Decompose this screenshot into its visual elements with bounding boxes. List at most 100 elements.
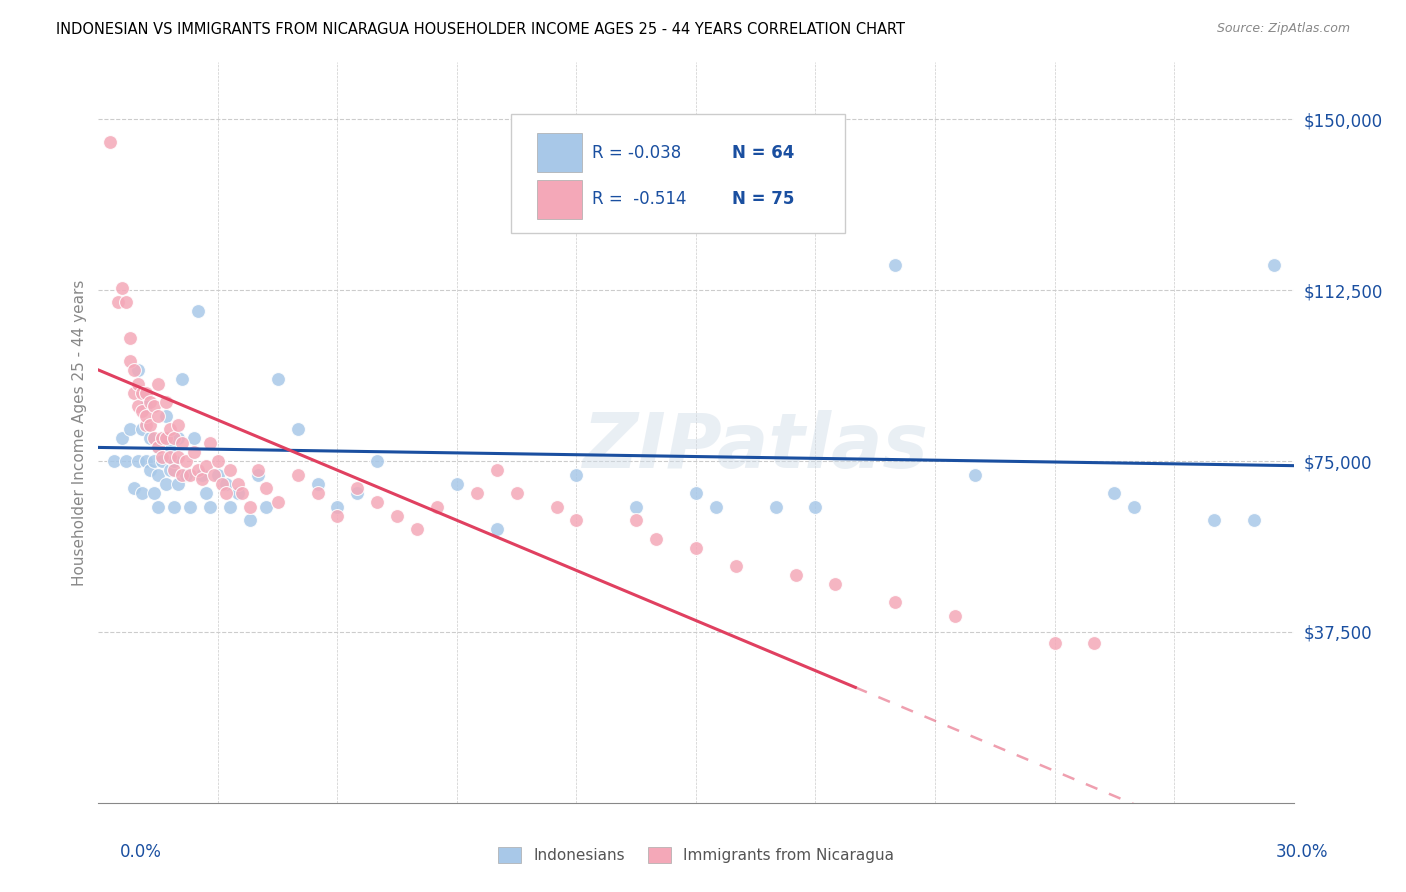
Text: ZIPatlas: ZIPatlas <box>582 410 929 484</box>
Point <box>159 422 181 436</box>
Point <box>155 395 177 409</box>
Point <box>187 463 209 477</box>
Point <box>485 523 508 537</box>
Point <box>685 541 707 555</box>
Point <box>187 303 209 318</box>
Text: INDONESIAN VS IMMIGRANTS FROM NICARAGUA HOUSEHOLDER INCOME AGES 25 - 44 YEARS CO: INDONESIAN VS IMMIGRANTS FROM NICARAGUA … <box>56 22 905 37</box>
Point <box>135 409 157 423</box>
Point <box>174 467 197 482</box>
Point <box>546 500 568 514</box>
Point <box>226 486 249 500</box>
Point <box>124 385 146 400</box>
Point <box>148 500 170 514</box>
Point <box>120 354 142 368</box>
Point <box>645 532 668 546</box>
Point <box>254 500 277 514</box>
Point <box>183 431 205 445</box>
Text: N = 64: N = 64 <box>733 144 794 161</box>
Point <box>366 495 388 509</box>
Point <box>963 467 986 482</box>
Point <box>346 482 368 496</box>
Point <box>159 450 181 464</box>
Point <box>231 486 253 500</box>
Point <box>943 609 966 624</box>
Point <box>254 482 277 496</box>
Point <box>785 568 807 582</box>
Point <box>131 422 153 436</box>
Point <box>426 500 449 514</box>
Point <box>127 363 149 377</box>
Point <box>150 454 173 468</box>
Point <box>98 135 122 149</box>
Point <box>135 454 157 468</box>
Text: N = 75: N = 75 <box>733 190 794 209</box>
Point <box>163 500 186 514</box>
Bar <box>537 133 582 172</box>
Point <box>174 454 197 468</box>
Point <box>191 472 214 486</box>
Point <box>111 431 134 445</box>
Point <box>111 281 134 295</box>
Point <box>239 500 262 514</box>
Point <box>207 454 229 468</box>
Point <box>163 454 186 468</box>
Point <box>267 372 290 386</box>
Point <box>765 500 787 514</box>
Point <box>219 500 242 514</box>
Point <box>115 294 138 309</box>
Point <box>626 513 648 527</box>
Point <box>406 523 429 537</box>
Point <box>139 431 162 445</box>
Point <box>1123 500 1146 514</box>
Point <box>135 400 157 414</box>
Point <box>202 467 225 482</box>
Point <box>155 409 177 423</box>
Point <box>103 454 125 468</box>
Point <box>163 431 186 445</box>
Point <box>148 441 170 455</box>
Point <box>446 476 468 491</box>
Point <box>163 463 186 477</box>
Point <box>191 467 214 482</box>
Point <box>127 400 149 414</box>
Point <box>685 486 707 500</box>
Point <box>267 495 290 509</box>
Point <box>148 441 170 455</box>
Point <box>626 500 648 514</box>
Point <box>139 417 162 432</box>
Point <box>246 467 269 482</box>
Point <box>172 435 194 450</box>
Point <box>219 463 242 477</box>
Legend: Indonesians, Immigrants from Nicaragua: Indonesians, Immigrants from Nicaragua <box>492 841 900 869</box>
Point <box>139 463 162 477</box>
Point <box>287 467 309 482</box>
Point <box>115 454 138 468</box>
Point <box>172 372 194 386</box>
Text: 0.0%: 0.0% <box>120 843 162 861</box>
Point <box>120 331 142 345</box>
Point <box>179 467 201 482</box>
Point <box>1104 486 1126 500</box>
Point <box>195 458 218 473</box>
Point <box>127 376 149 391</box>
Point <box>159 463 181 477</box>
Point <box>465 486 488 500</box>
Point <box>1043 636 1066 650</box>
Point <box>135 417 157 432</box>
Point <box>724 558 747 573</box>
Point <box>506 486 529 500</box>
Point <box>326 500 349 514</box>
Point <box>215 486 238 500</box>
Point <box>124 482 146 496</box>
Point <box>287 422 309 436</box>
Point <box>485 463 508 477</box>
Point <box>207 467 229 482</box>
Point <box>139 395 162 409</box>
Point <box>565 467 588 482</box>
Point <box>179 500 201 514</box>
Point <box>135 385 157 400</box>
Point <box>1202 513 1225 527</box>
Point <box>385 508 409 523</box>
Point <box>120 422 142 436</box>
Point <box>167 450 190 464</box>
